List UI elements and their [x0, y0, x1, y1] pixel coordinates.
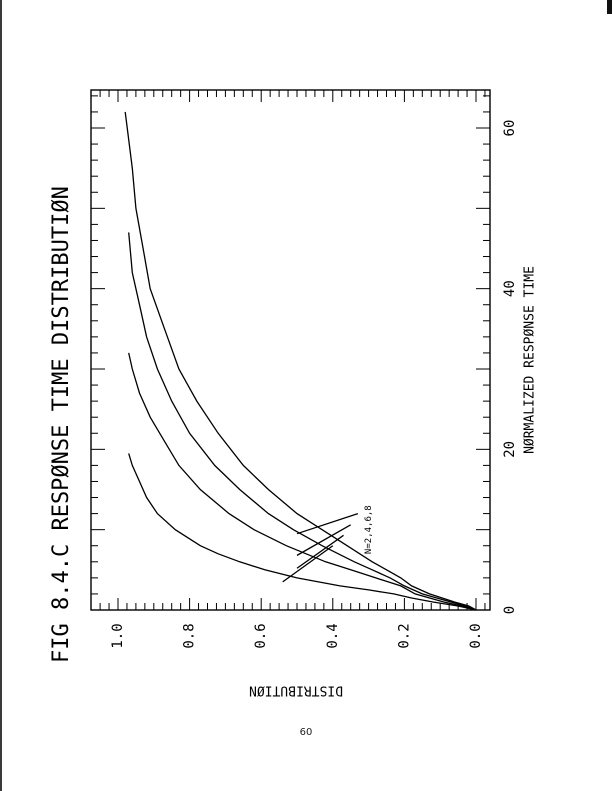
x-tick-labels: 0 20 40 60 — [502, 120, 518, 615]
y-tick-label: 0.6 — [253, 623, 269, 648]
plot-frame — [90, 89, 491, 611]
scan-mark — [607, 0, 612, 14]
series-curve-1 — [128, 453, 477, 611]
x-tick-label: 40 — [502, 280, 518, 297]
y-tick-label: 0.4 — [325, 623, 341, 648]
y-tick-label: 0.2 — [396, 623, 412, 648]
annotation-line — [296, 534, 344, 569]
y-tick-label: 0.0 — [468, 623, 484, 648]
page-number: 60 — [299, 727, 313, 738]
y-tick-labels: 0.0 0.2 0.4 0.6 0.8 1.0 — [110, 623, 484, 648]
x-axis-label: NØRMALIZED RESPØNSE TIME — [523, 266, 538, 454]
annotation-line — [282, 545, 334, 583]
scan-edge — [0, 0, 2, 791]
chart-title: FIG 8.4.C RESPØNSE TIME DISTRIBUTIØN — [49, 186, 74, 663]
y-tick-label: 0.8 — [182, 623, 198, 648]
y-axis-label: DISTRIBUTIØN — [249, 683, 343, 698]
y-tick-label: 1.0 — [110, 623, 126, 648]
series-curves — [124, 111, 477, 611]
series-annotation: N=2,4,6,8 — [364, 505, 374, 554]
annotation-pointer-lines — [282, 512, 359, 583]
x-tick-label: 20 — [502, 441, 518, 458]
annotation-line — [296, 512, 359, 535]
x-tick-label: 60 — [502, 120, 518, 137]
series-curve-2 — [128, 352, 477, 611]
series-curve-3 — [128, 232, 477, 611]
series-curve-4 — [124, 111, 477, 611]
x-tick-label: 0 — [502, 606, 518, 614]
annotation-line — [296, 524, 352, 556]
